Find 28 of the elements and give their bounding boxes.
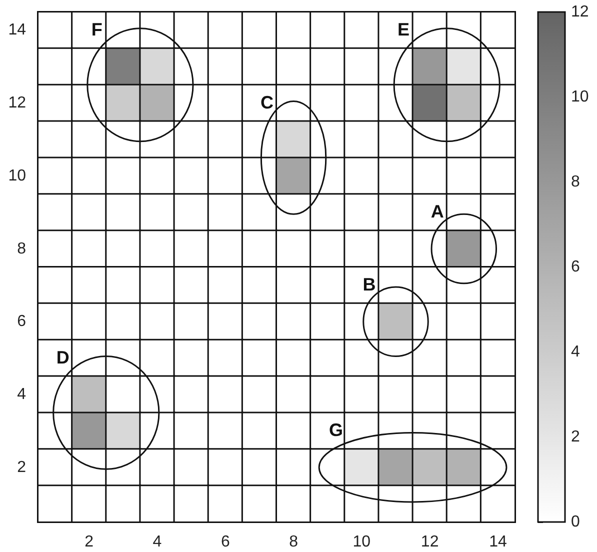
x-tick-label: 12 (420, 534, 439, 550)
x-tick-label: 10 (352, 534, 371, 550)
color-bar-label: 6 (571, 258, 580, 276)
y-tick-label: 8 (17, 240, 26, 258)
y-tick-label: 12 (8, 94, 26, 112)
color-bar-label: 2 (571, 428, 580, 446)
y-tick-label: 2 (17, 458, 26, 476)
color-bar-label: 10 (571, 88, 589, 106)
annotation: B (362, 274, 376, 294)
annotation: C (260, 92, 274, 112)
color-bar-label: 0 (571, 514, 580, 530)
annotation: G (328, 420, 343, 440)
annotation: F (91, 20, 102, 40)
x-tick-label: 4 (152, 534, 162, 550)
color-bar-label: 12 (571, 4, 589, 20)
x-tick-label: 2 (84, 534, 94, 550)
color-bar-label: 4 (571, 344, 580, 360)
y-tick-label: 4 (17, 386, 26, 403)
annotation: D (56, 347, 70, 368)
y-tick-label: 10 (8, 167, 26, 184)
x-tick-label: 14 (489, 534, 507, 550)
y-tick-label: 6 (17, 313, 26, 330)
y-tick-label: 14 (8, 22, 26, 39)
annotation: A (430, 201, 444, 222)
color-bar-label: 8 (571, 174, 580, 190)
x-tick-label: 8 (289, 534, 298, 550)
x-tick-label: 6 (220, 534, 230, 550)
annotation: E (398, 20, 410, 40)
